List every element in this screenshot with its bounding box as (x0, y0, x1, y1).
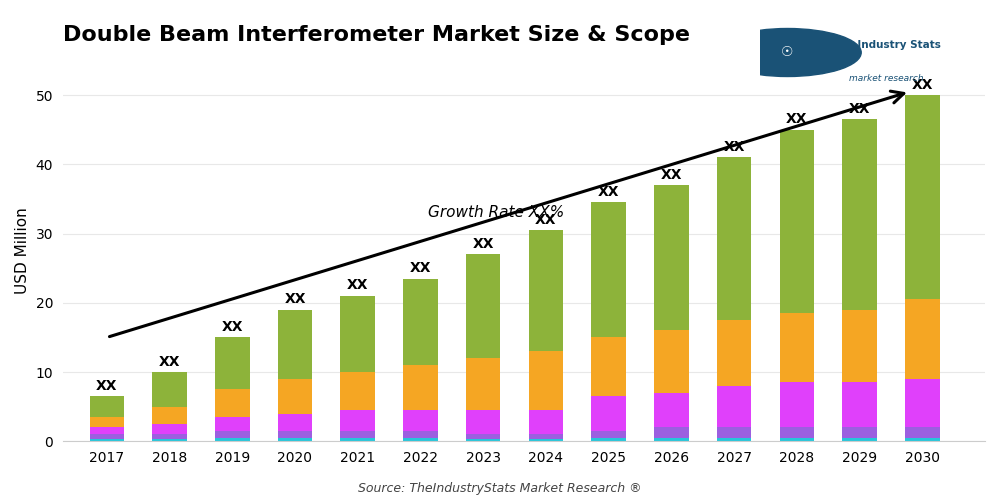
Bar (278, 438, 312, 442)
Bar (466, 439, 500, 442)
Text: XX: XX (472, 237, 494, 251)
Bar (717, 428, 751, 438)
Bar (780, 438, 814, 442)
Bar (152, 439, 187, 442)
Text: XX: XX (661, 168, 682, 181)
Bar (152, 372, 187, 406)
Bar (842, 438, 877, 442)
Bar (529, 434, 563, 439)
Bar (780, 428, 814, 438)
Y-axis label: USD Million: USD Million (15, 208, 30, 294)
Text: XX: XX (912, 78, 933, 92)
Bar (340, 410, 375, 431)
Bar (842, 428, 877, 438)
Bar (278, 414, 312, 431)
Text: XX: XX (347, 278, 368, 292)
Bar (905, 95, 940, 300)
Bar (905, 379, 940, 428)
Bar (905, 438, 940, 442)
Text: XX: XX (598, 185, 619, 199)
Text: XX: XX (535, 212, 557, 226)
Bar (717, 386, 751, 428)
Bar (591, 438, 626, 442)
Text: The Industry Stats: The Industry Stats (832, 40, 941, 50)
Bar (717, 320, 751, 386)
Bar (403, 438, 438, 442)
Text: XX: XX (159, 354, 180, 368)
Bar (654, 393, 689, 428)
Bar (340, 296, 375, 372)
Bar (90, 434, 124, 438)
Bar (529, 352, 563, 410)
Text: XX: XX (222, 320, 243, 334)
Text: market research: market research (849, 74, 924, 83)
Bar (591, 396, 626, 431)
Text: ☉: ☉ (781, 46, 794, 60)
Bar (403, 278, 438, 365)
Text: Growth Rate XX%: Growth Rate XX% (428, 206, 564, 220)
Circle shape (714, 28, 861, 76)
Bar (654, 428, 689, 438)
Bar (654, 185, 689, 330)
Bar (152, 424, 187, 434)
Bar (842, 382, 877, 428)
Bar (90, 396, 124, 417)
Text: XX: XX (284, 292, 306, 306)
Text: XX: XX (410, 261, 431, 275)
Bar (403, 431, 438, 438)
Bar (340, 438, 375, 442)
Bar (466, 358, 500, 410)
Text: XX: XX (849, 102, 870, 116)
Bar (278, 310, 312, 379)
Bar (780, 382, 814, 428)
Bar (905, 428, 940, 438)
Bar (340, 372, 375, 410)
Bar (717, 438, 751, 442)
Bar (278, 431, 312, 438)
Bar (152, 406, 187, 424)
Bar (905, 300, 940, 379)
Bar (842, 310, 877, 382)
Bar (780, 313, 814, 382)
Bar (591, 338, 626, 396)
Bar (152, 434, 187, 439)
Text: Source: TheIndustryStats Market Research ®: Source: TheIndustryStats Market Research… (358, 482, 642, 495)
Bar (403, 365, 438, 410)
Bar (215, 417, 250, 431)
Bar (842, 120, 877, 310)
Text: XX: XX (723, 140, 745, 154)
Bar (591, 431, 626, 438)
Bar (215, 431, 250, 438)
Bar (403, 410, 438, 431)
Bar (215, 390, 250, 417)
Text: XX: XX (96, 379, 118, 393)
Bar (340, 431, 375, 438)
Bar (529, 439, 563, 442)
Bar (278, 379, 312, 414)
Text: XX: XX (786, 112, 808, 126)
Bar (654, 330, 689, 393)
Bar (529, 410, 563, 434)
Bar (466, 254, 500, 358)
Bar (90, 417, 124, 428)
Bar (654, 438, 689, 442)
Bar (215, 338, 250, 390)
Bar (90, 428, 124, 434)
Bar (466, 434, 500, 439)
Bar (466, 410, 500, 434)
Bar (717, 158, 751, 320)
Bar (591, 202, 626, 338)
Bar (529, 230, 563, 352)
Text: Double Beam Interferometer Market Size & Scope: Double Beam Interferometer Market Size &… (63, 25, 690, 45)
Bar (90, 438, 124, 442)
Bar (215, 438, 250, 442)
Bar (780, 130, 814, 313)
